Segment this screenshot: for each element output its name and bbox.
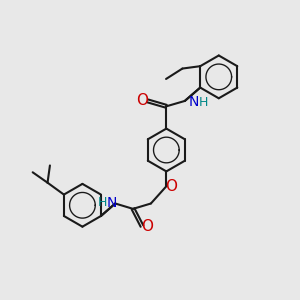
Text: N: N xyxy=(107,196,117,210)
Text: O: O xyxy=(141,219,153,234)
Text: N: N xyxy=(188,94,199,109)
Text: O: O xyxy=(165,179,177,194)
Text: H: H xyxy=(98,196,107,209)
Text: H: H xyxy=(199,96,208,109)
Text: O: O xyxy=(136,93,148,108)
